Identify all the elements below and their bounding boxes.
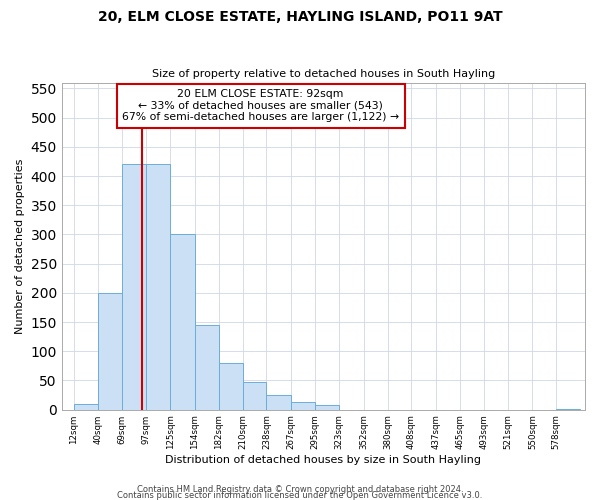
X-axis label: Distribution of detached houses by size in South Hayling: Distribution of detached houses by size …: [166, 455, 481, 465]
Bar: [146, 164, 170, 410]
Text: 20, ELM CLOSE ESTATE, HAYLING ISLAND, PO11 9AT: 20, ELM CLOSE ESTATE, HAYLING ISLAND, PO…: [98, 10, 502, 24]
Bar: [242, 382, 266, 409]
Bar: [291, 402, 315, 409]
Bar: [122, 164, 146, 410]
Bar: [218, 363, 242, 410]
Text: 20 ELM CLOSE ESTATE: 92sqm
← 33% of detached houses are smaller (543)
67% of sem: 20 ELM CLOSE ESTATE: 92sqm ← 33% of deta…: [122, 89, 399, 122]
Bar: [556, 408, 580, 410]
Bar: [266, 395, 291, 409]
Y-axis label: Number of detached properties: Number of detached properties: [15, 158, 25, 334]
Bar: [98, 293, 122, 410]
Bar: [170, 234, 195, 410]
Text: Contains HM Land Registry data © Crown copyright and database right 2024.: Contains HM Land Registry data © Crown c…: [137, 486, 463, 494]
Bar: [195, 325, 218, 409]
Title: Size of property relative to detached houses in South Hayling: Size of property relative to detached ho…: [152, 69, 495, 79]
Text: Contains public sector information licensed under the Open Government Licence v3: Contains public sector information licen…: [118, 492, 482, 500]
Bar: [315, 405, 339, 409]
Bar: [74, 404, 98, 409]
